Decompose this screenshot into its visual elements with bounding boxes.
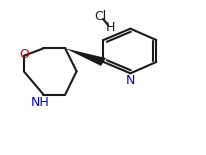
Text: O: O — [19, 48, 29, 61]
Text: N: N — [125, 74, 135, 87]
Text: Cl: Cl — [94, 10, 106, 23]
Text: H: H — [105, 21, 115, 34]
Polygon shape — [65, 48, 105, 66]
Text: NH: NH — [31, 96, 49, 109]
